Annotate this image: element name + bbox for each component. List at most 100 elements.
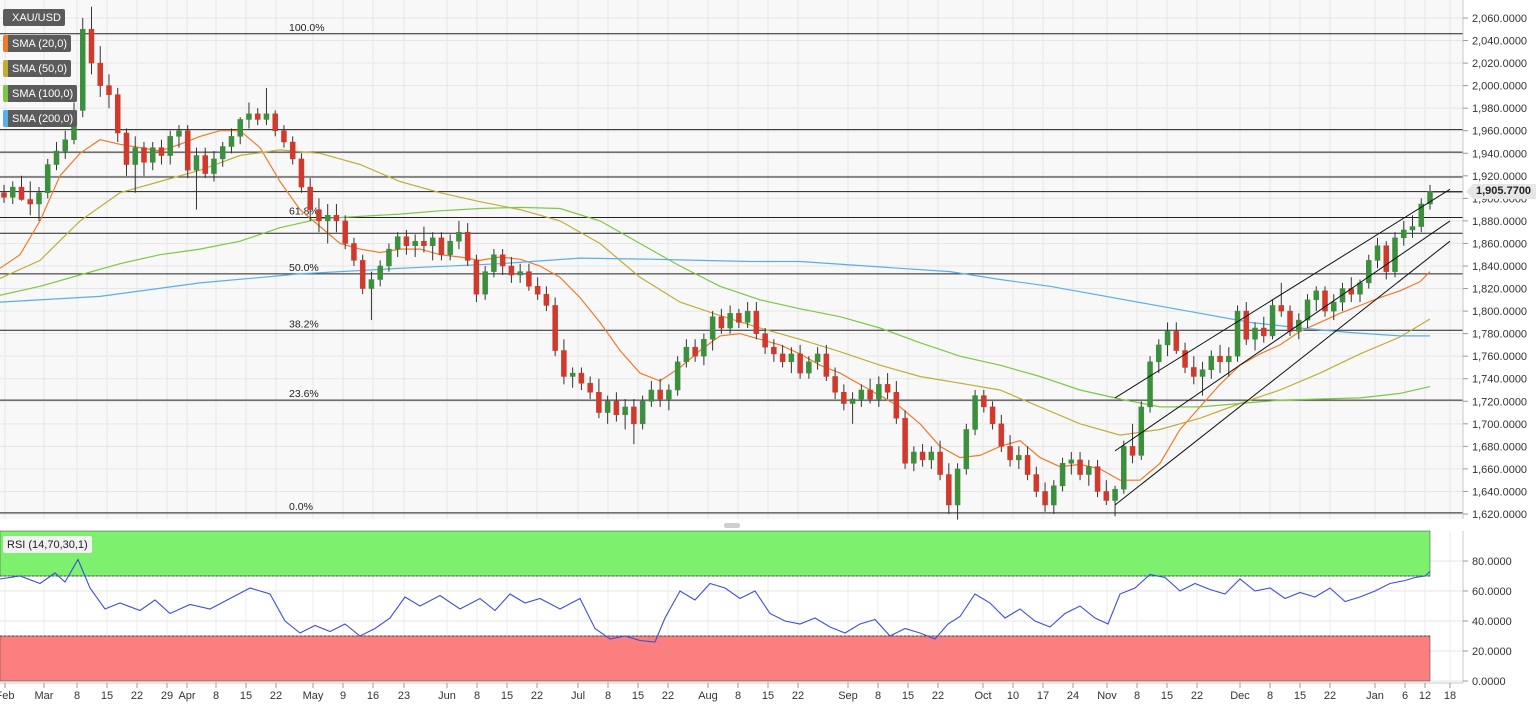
candle-body (797, 353, 803, 374)
time-axis-label: 22 (270, 690, 282, 702)
candle-body (1, 192, 7, 198)
price-axis-label: 1,740.0000 (1472, 374, 1527, 386)
rsi-axis-label: 0.0000 (1472, 676, 1506, 688)
candle-body (1191, 367, 1197, 377)
candle-body (1051, 485, 1057, 506)
sma200-swatch (3, 110, 8, 127)
candle-body (1077, 459, 1083, 475)
candle-body (963, 429, 970, 470)
candle-body (237, 119, 243, 137)
candle-body (639, 401, 646, 425)
candle-body (1103, 491, 1110, 501)
candle-body (272, 113, 278, 131)
candle-body (298, 158, 305, 188)
channel-line[interactable] (1114, 240, 1451, 506)
candle-body (919, 451, 926, 461)
time-axis-label: 8 (1267, 690, 1273, 702)
time-axis-label: 15 (101, 690, 113, 702)
fib-level-label: 23.6% (289, 388, 319, 400)
channel-line[interactable] (1114, 220, 1451, 452)
candle-body (946, 474, 952, 506)
candle-body (718, 316, 725, 329)
sma20-legend[interactable]: SMA (20,0) (3, 35, 72, 52)
time-axis-label: 18 (1444, 690, 1456, 702)
candle-body (1217, 355, 1223, 363)
candle-body (456, 231, 462, 242)
symbol-legend[interactable]: XAU/USD (3, 9, 65, 26)
time-axis-label: 15 (632, 690, 644, 702)
candle-body (709, 316, 716, 340)
time-axis-label: Oct (974, 690, 991, 702)
candle-body (176, 130, 182, 137)
rsi-axis[interactable]: 80.0000 60.0000 40.0000 20.0000 0.0000 (1463, 556, 1512, 688)
candle-body (281, 130, 287, 143)
fib-level-label: 61.8% (289, 206, 319, 218)
candle-body (849, 398, 856, 404)
time-axis[interactable]: Feb Mar 8 15 22 29 Apr 8 15 22 May 9 16 23 Jun 8 15 22 Jul… (0, 682, 1463, 702)
candle-body (937, 451, 943, 475)
time-axis-label: Jun (438, 690, 456, 702)
sma-line (0, 149, 1431, 436)
candle-body (1374, 245, 1381, 261)
candle-body (692, 346, 698, 357)
time-axis-label: 24 (1067, 690, 1079, 702)
candle-body (1331, 301, 1337, 312)
candle-body (1278, 305, 1285, 312)
candle-body (1024, 455, 1031, 475)
panel-resize-handle[interactable] (724, 523, 740, 528)
price-axis-label: 1,880.0000 (1472, 216, 1527, 228)
candle-body (1234, 310, 1241, 357)
candle-body (79, 29, 86, 111)
candle-body (106, 85, 112, 95)
price-axis-label: 2,060.0000 (1472, 13, 1527, 25)
candle-body (403, 236, 410, 246)
candle-body (683, 346, 690, 363)
sma-lines (0, 130, 1431, 481)
candle-body (359, 260, 366, 289)
price-axis-label: 2,020.0000 (1472, 58, 1527, 70)
time-axis-label: 23 (398, 690, 410, 702)
candle-body (771, 346, 777, 355)
rsi-legend[interactable]: RSI (14,70,30,1) (3, 536, 92, 553)
candle-body (1269, 305, 1276, 337)
price-grid (0, 0, 1463, 519)
candle-body (1173, 331, 1180, 351)
channel-line[interactable] (1114, 188, 1451, 399)
price-axis-label: 1,960.0000 (1472, 126, 1527, 138)
sma50-legend[interactable]: SMA (50,0) (3, 60, 72, 77)
candle-body (184, 130, 191, 171)
trend-channel[interactable] (1114, 188, 1451, 506)
candle-body (88, 29, 95, 64)
sma50-swatch (3, 60, 8, 77)
horizontal-levels (0, 129, 1463, 234)
time-axis-label: 6 (1402, 690, 1408, 702)
candle-body (211, 158, 217, 174)
candle-body (394, 236, 401, 250)
price-axis-label: 2,040.0000 (1472, 36, 1527, 48)
candle-body (193, 155, 200, 171)
time-axis-label: 15 (902, 690, 914, 702)
time-axis-label: 22 (1191, 690, 1203, 702)
sma200-legend[interactable]: SMA (200,0) (3, 110, 78, 127)
time-axis-label: Nov (1097, 690, 1117, 702)
candle-body (648, 389, 655, 402)
candle-body (823, 353, 830, 377)
candle-body (1427, 191, 1433, 205)
candle-body (762, 333, 768, 348)
candle-body (622, 406, 628, 416)
price-axis[interactable]: 2,060.0000 2,040.0000 2,020.0000 2,000.0000… (1463, 13, 1527, 521)
candle-body (464, 231, 471, 261)
sma100-legend[interactable]: SMA (100,0) (3, 85, 78, 102)
candle-body (893, 392, 900, 419)
candle-body (342, 220, 348, 244)
candle-body (1401, 229, 1407, 239)
time-axis-label: 12 (1419, 690, 1431, 702)
candle-body (18, 186, 25, 200)
price-axis-label: 1,700.0000 (1472, 419, 1527, 431)
price-axis-label: 1,840.0000 (1472, 261, 1527, 273)
time-axis-label: 15 (762, 690, 774, 702)
candle-body (377, 265, 383, 280)
time-axis-label: Feb (0, 690, 14, 702)
time-axis-label: 8 (605, 690, 611, 702)
